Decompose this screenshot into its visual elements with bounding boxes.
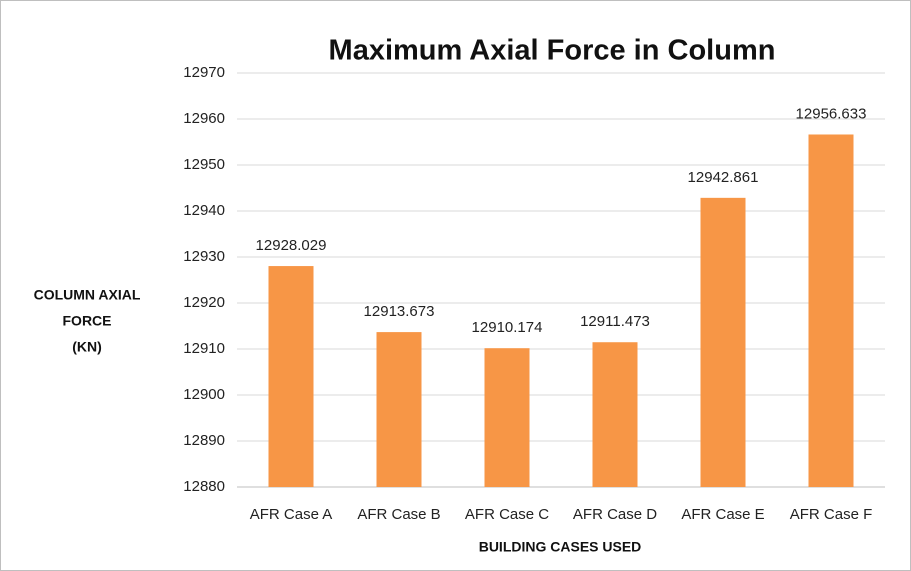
y-tick-label: 12880 (183, 478, 225, 495)
bar (268, 266, 314, 487)
bar (700, 197, 746, 487)
bar (808, 134, 854, 487)
data-label: 12913.673 (364, 303, 435, 320)
data-label: 12928.029 (256, 237, 327, 254)
bar (484, 348, 530, 487)
bar (376, 332, 422, 487)
x-tick-label: AFR Case B (357, 506, 440, 523)
y-tick-label: 12900 (183, 386, 225, 403)
data-label: 12956.633 (796, 105, 867, 122)
y-tick-label: 12950 (183, 156, 225, 173)
y-tick-label: 12940 (183, 202, 225, 219)
y-tick-label: 12910 (183, 340, 225, 357)
y-axis-title: COLUMN AXIAL (34, 287, 141, 303)
x-tick-label: AFR Case C (465, 506, 549, 523)
x-tick-label: AFR Case A (250, 506, 333, 523)
y-axis-title: (KN) (72, 339, 102, 355)
y-tick-label: 12960 (183, 110, 225, 127)
bar (592, 342, 638, 487)
x-tick-label: AFR Case F (790, 506, 873, 523)
x-tick-label: AFR Case D (573, 506, 657, 523)
data-label: 12911.473 (580, 313, 650, 330)
data-label: 12942.861 (688, 169, 759, 186)
y-tick-label: 12920 (183, 294, 225, 311)
data-label: 12910.174 (472, 319, 543, 336)
y-tick-label: 12970 (183, 64, 225, 81)
y-axis-title: FORCE (63, 313, 112, 329)
x-axis-title: BUILDING CASES USED (479, 539, 642, 555)
y-tick-label: 12930 (183, 248, 225, 265)
y-tick-label: 12890 (183, 432, 225, 449)
x-tick-label: AFR Case E (681, 506, 764, 523)
chart-title: Maximum Axial Force in Column (329, 35, 776, 67)
